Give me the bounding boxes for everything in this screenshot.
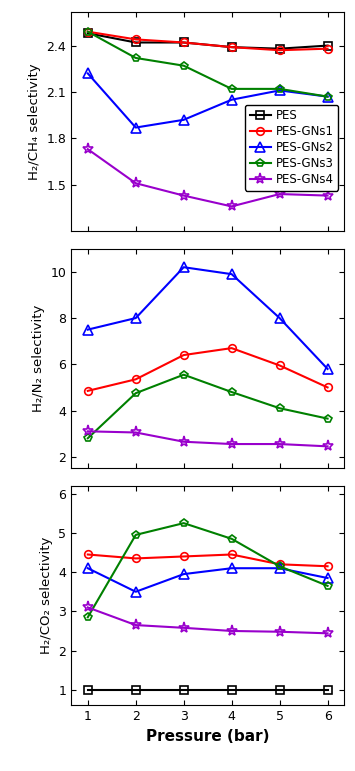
X-axis label: Pressure (bar): Pressure (bar)	[146, 729, 269, 744]
Legend: PES, PES-GNs1, PES-GNs2, PES-GNs3, PES-GNs4: PES, PES-GNs1, PES-GNs2, PES-GNs3, PES-G…	[245, 105, 338, 191]
Y-axis label: H₂/CH₄ selectivity: H₂/CH₄ selectivity	[28, 63, 41, 180]
Y-axis label: H₂/CO₂ selectivity: H₂/CO₂ selectivity	[40, 537, 53, 655]
Y-axis label: H₂/N₂ selectivity: H₂/N₂ selectivity	[32, 305, 45, 412]
